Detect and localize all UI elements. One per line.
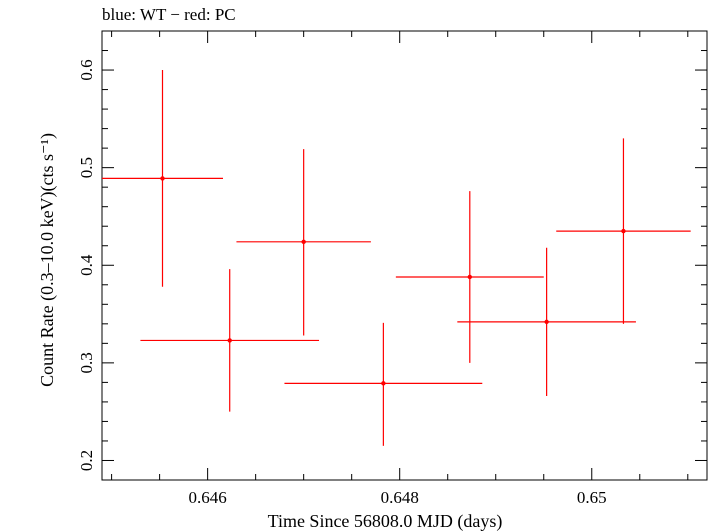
point-marker (621, 228, 626, 234)
x-axis-label: Time Since 56808.0 MJD (days) (268, 511, 503, 532)
x-axis-ticks (111, 31, 689, 480)
data-points (102, 70, 691, 446)
point-marker (301, 239, 306, 245)
x-tick-label: 0.65 (577, 488, 607, 507)
point-marker (381, 381, 386, 386)
data-point (457, 247, 636, 397)
x-tick-label: 0.646 (189, 488, 227, 507)
point-marker (467, 274, 473, 280)
x-tick-label: 0.648 (381, 488, 419, 507)
point-marker (544, 319, 549, 325)
data-point (284, 322, 483, 446)
data-point (395, 191, 544, 363)
y-tick-label: 0.5 (77, 157, 96, 178)
y-tick-label: 0.3 (77, 352, 96, 373)
y-tick-label: 0.2 (77, 450, 96, 471)
data-point (236, 149, 371, 336)
y-tick-label: 0.6 (77, 59, 96, 80)
point-marker (227, 338, 232, 343)
y-axis-label: Count Rate (0.3–10.0 keV)(cts s⁻¹) (37, 133, 58, 387)
point-marker (160, 176, 165, 181)
data-point (556, 138, 691, 324)
y-axis-ticks (102, 30, 707, 481)
chart-title: blue: WT − red: PC (102, 5, 236, 24)
x-axis-tick-labels: 0.646 0.648 0.65 (189, 488, 607, 507)
y-tick-label: 0.4 (77, 254, 96, 276)
data-point (102, 70, 223, 287)
y-axis-tick-labels: 0.2 0.3 0.4 0.5 0.6 (77, 59, 96, 471)
plot-frame (101, 30, 708, 481)
data-point (140, 269, 320, 412)
